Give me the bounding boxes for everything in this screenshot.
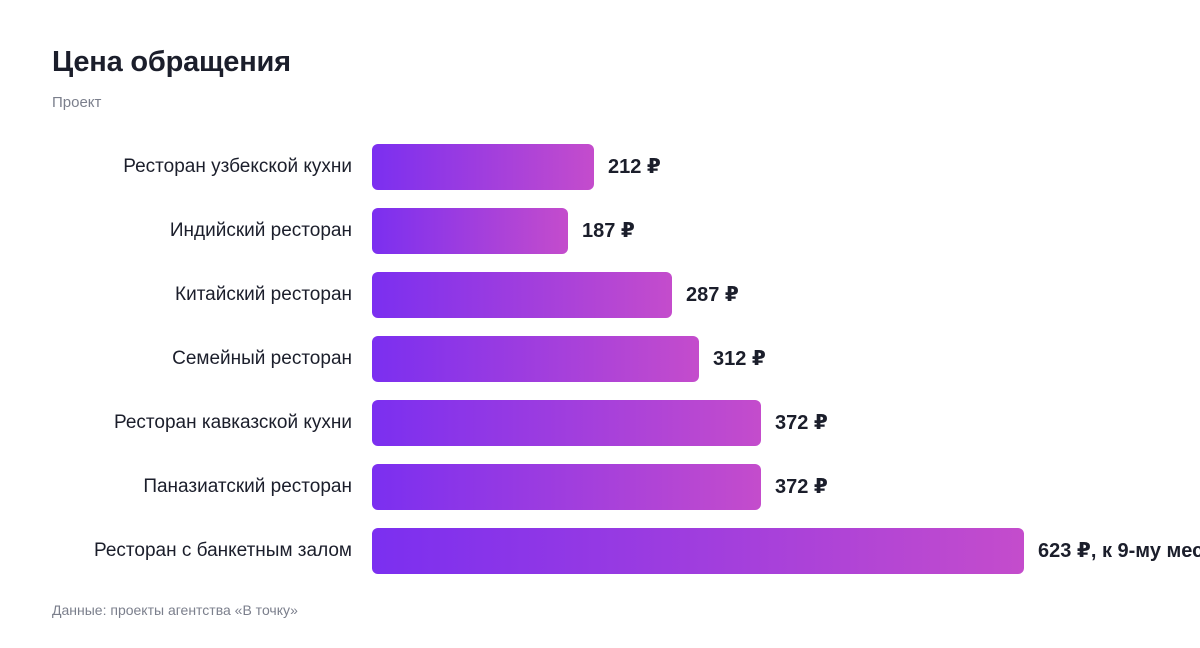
value-label: 623 ₽, к 9-му мес <box>1038 540 1200 562</box>
bar-row: Индийский ресторан 187 ₽ <box>0 208 1200 254</box>
chart-subtitle: Проект <box>52 94 102 111</box>
category-label: Китайский ресторан <box>175 284 352 305</box>
chart-title: Цена обращения <box>52 46 291 78</box>
value-label: 287 ₽ <box>686 284 739 306</box>
source-footnote: Данные: проекты агентства «В точку» <box>52 602 298 618</box>
bar <box>372 464 761 510</box>
value-label: 312 ₽ <box>713 348 766 370</box>
bar <box>372 272 672 318</box>
bar <box>372 336 699 382</box>
bar-row: Ресторан с банкетным залом 623 ₽, к 9-му … <box>0 528 1200 574</box>
category-label: Паназиатский ресторан <box>143 476 352 497</box>
category-label: Ресторан кавказской кухни <box>114 412 352 433</box>
bar <box>372 144 594 190</box>
bar-row: Ресторан кавказской кухни 372 ₽ <box>0 400 1200 446</box>
category-label: Индийский ресторан <box>169 220 352 241</box>
category-label: Ресторан с банкетным залом <box>93 540 352 561</box>
value-label: 212 ₽ <box>608 156 661 178</box>
bar-row: Ресторан узбекской кухни 212 ₽ <box>0 144 1200 190</box>
bar-row: Семейный ресторан 312 ₽ <box>0 336 1200 382</box>
bar-row: Китайский ресторан 287 ₽ <box>0 272 1200 318</box>
bar <box>372 400 761 446</box>
value-label: 372 ₽ <box>775 412 828 434</box>
bar <box>372 208 568 254</box>
value-label: 187 ₽ <box>582 220 635 242</box>
category-label: Ресторан узбекской кухни <box>123 156 352 177</box>
bar <box>372 528 1024 574</box>
category-label: Семейный ресторан <box>172 348 352 369</box>
value-label: 372 ₽ <box>775 476 828 498</box>
bar-row: Паназиатский ресторан 372 ₽ <box>0 464 1200 510</box>
